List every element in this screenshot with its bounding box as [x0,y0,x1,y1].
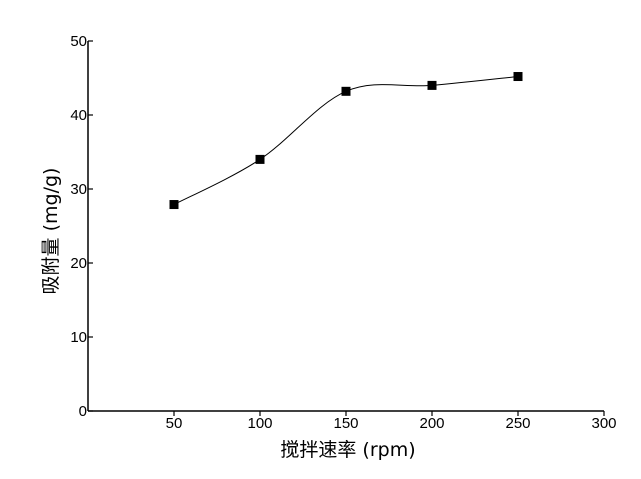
series-points [169,72,523,210]
x-tick-label: 200 [419,415,444,432]
axes: 50 100 150 200 250 300 0 10 20 30 40 50 [70,33,616,432]
x-tick-label: 100 [247,415,272,432]
data-point [169,200,179,210]
y-tick-label: 40 [70,107,87,124]
y-ticks: 0 10 20 30 40 50 [70,33,93,420]
x-tick-label: 150 [333,415,358,432]
y-tick-label: 0 [79,403,87,420]
x-tick-label: 300 [591,415,616,432]
y-tick-label: 10 [70,329,87,346]
data-point [513,72,523,82]
x-axis-title: 搅拌速率 (rpm) [280,439,415,461]
y-axis-title: 吸附量 (mg/g) [40,168,62,295]
x-tick-label: 250 [505,415,530,432]
x-ticks: 50 100 150 200 250 300 [166,411,617,432]
data-point [341,86,351,96]
data-point [427,80,437,90]
data-point [255,154,265,164]
y-tick-label: 50 [70,33,87,50]
y-tick-label: 20 [70,255,87,272]
y-tick-label: 30 [70,181,87,198]
x-tick-label: 50 [166,415,183,432]
